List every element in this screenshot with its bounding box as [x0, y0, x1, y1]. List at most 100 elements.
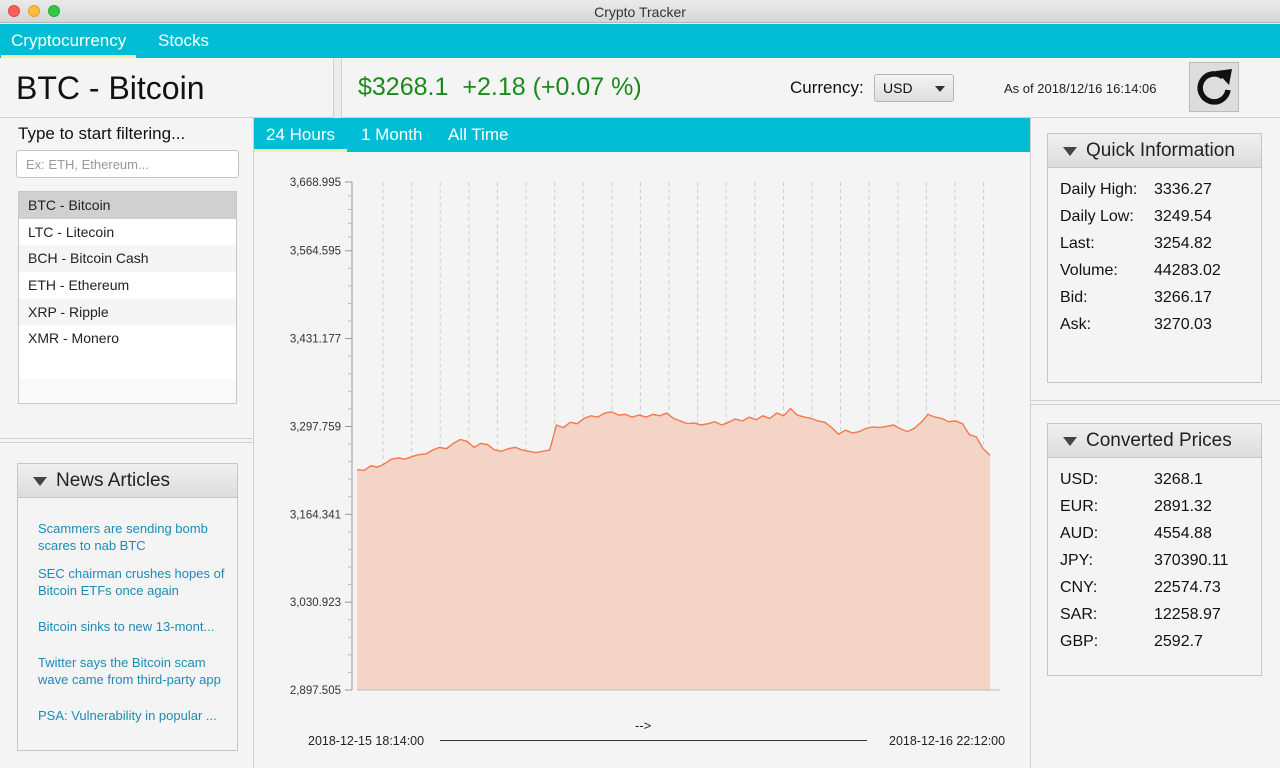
coin-list-item-xrp[interactable]: XRP - Ripple — [19, 298, 236, 326]
currency-select[interactable]: USD — [874, 74, 954, 102]
info-key: JPY: — [1060, 552, 1093, 569]
info-key: SAR: — [1060, 606, 1098, 623]
price-change: +2.18 (+0.07 %) — [462, 73, 642, 101]
left-pane: Type to start filtering... BTC - Bitcoin… — [0, 118, 254, 768]
top-tab-bar: Cryptocurrency Stocks — [0, 24, 1280, 58]
coin-list-item-eth[interactable]: ETH - Ethereum — [19, 272, 236, 299]
quick-info-title: Quick Information — [1086, 140, 1235, 161]
info-key: Ask: — [1060, 316, 1092, 333]
filter-input[interactable] — [16, 150, 239, 178]
right-pane: Quick Information Daily High: 3336.27 Dail… — [1030, 118, 1280, 768]
news-link[interactable]: Bitcoin sinks to new 13-mont... — [38, 619, 215, 634]
info-value: 2891.32 — [1154, 498, 1212, 515]
coin-list-item-xmr[interactable]: XMR - Monero — [19, 325, 236, 353]
tab-cryptocurrency[interactable]: Cryptocurrency — [1, 24, 137, 58]
info-row: Daily High: 3336.27 — [1060, 181, 1255, 203]
info-row: Daily Low: 3249.54 — [1060, 208, 1255, 230]
coin-list-item-ltc[interactable]: LTC - Litecoin — [19, 218, 236, 246]
y-tick-label: 3,668.995 — [290, 177, 341, 189]
tab-all-time[interactable]: All Time — [448, 125, 509, 144]
chart-pane: 24 Hours 1 Month All Time 3,668.995 3,564… — [254, 118, 1030, 768]
price-chart: 3,668.995 3,564.595 3,431.177 3,297.759 3,16… — [290, 177, 1000, 697]
price-header: $3268.1 +2.18 (+0.07 %) Currency: USD As … — [341, 58, 1280, 118]
coin-list-empty-row — [19, 352, 236, 379]
coin-list[interactable]: BTC - Bitcoin LTC - Litecoin BCH - Bitco… — [18, 191, 237, 404]
info-value: 12258.97 — [1154, 606, 1221, 623]
y-tick-label: 3,431.177 — [290, 334, 341, 346]
current-price: $3268.1 — [358, 73, 449, 101]
tab-1-month[interactable]: 1 Month — [361, 125, 423, 144]
price-line — [356, 407, 991, 472]
zoom-window-button[interactable] — [48, 5, 60, 17]
info-key: Daily Low: — [1060, 208, 1134, 225]
collapse-triangle-icon — [1063, 147, 1077, 156]
collapse-triangle-icon — [33, 477, 47, 486]
minimize-window-button[interactable] — [28, 5, 40, 17]
close-window-button[interactable] — [8, 5, 20, 17]
info-value: 3336.27 — [1154, 181, 1212, 198]
refresh-icon — [1197, 69, 1232, 105]
info-row: JPY: 370390.11 — [1060, 552, 1255, 574]
tab-stocks[interactable]: Stocks — [158, 31, 210, 50]
info-row: Last: 3254.82 — [1060, 235, 1255, 257]
info-key: Volume: — [1060, 262, 1118, 279]
coin-title: BTC - Bitcoin — [16, 70, 205, 106]
info-value: 3254.82 — [1154, 235, 1212, 252]
news-link[interactable]: PSA: Vulnerability in popular ... — [38, 708, 217, 723]
title-bar: Crypto Tracker — [0, 0, 1280, 23]
quick-info-header[interactable]: Quick Information — [1048, 134, 1261, 168]
currency-label: Currency: — [790, 78, 864, 97]
info-key: AUD: — [1060, 525, 1099, 542]
info-value: 4554.88 — [1154, 525, 1212, 542]
y-tick-label: 3,297.759 — [290, 421, 341, 433]
news-panel-title: News Articles — [56, 470, 171, 491]
info-row: Ask: 3270.03 — [1060, 316, 1255, 338]
news-panel-header[interactable]: News Articles — [18, 464, 237, 498]
x-axis-start-label: 2018-12-15 18:14:00 — [308, 734, 425, 748]
x-axis-line — [440, 740, 867, 741]
window-title: Crypto Tracker — [594, 4, 686, 20]
currency-value: USD — [883, 80, 913, 96]
info-row: USD: 3268.1 — [1060, 471, 1255, 493]
chevron-down-icon — [935, 86, 945, 92]
refresh-button[interactable] — [1189, 62, 1239, 112]
filter-label: Type to start filtering... — [18, 124, 186, 143]
info-value: 370390.11 — [1154, 552, 1229, 569]
info-value: 2592.7 — [1154, 633, 1203, 650]
converted-prices-header[interactable]: Converted Prices — [1048, 424, 1261, 458]
info-row: GBP: 2592.7 — [1060, 633, 1255, 655]
news-link[interactable]: Twitter says the Bitcoin scam wave came … — [38, 655, 221, 687]
news-link[interactable]: SEC chairman crushes hopes of Bitcoin ET… — [38, 566, 225, 598]
info-value: 3266.17 — [1154, 289, 1212, 306]
info-row: SAR: 12258.97 — [1060, 606, 1255, 628]
info-key: Bid: — [1060, 289, 1088, 306]
info-key: Last: — [1060, 235, 1095, 252]
info-key: CNY: — [1060, 579, 1098, 596]
info-value: 22574.73 — [1154, 579, 1221, 596]
x-axis-arrow: --> — [635, 718, 652, 733]
info-value: 3249.54 — [1154, 208, 1212, 225]
collapse-triangle-icon — [1063, 437, 1077, 446]
x-axis-end-label: 2018-12-16 22:12:00 — [889, 734, 1006, 748]
converted-prices-panel: Converted Prices USD: 3268.1 EUR: 2891.32 AU… — [1047, 423, 1262, 676]
coin-list-item-btc[interactable]: BTC - Bitcoin — [19, 192, 236, 219]
price-line: $3268.1 +2.18 (+0.07 %) — [358, 73, 642, 102]
info-value: 44283.02 — [1154, 262, 1221, 279]
area-fill — [357, 408, 990, 690]
info-key: Daily High: — [1060, 181, 1138, 198]
quick-info-panel: Quick Information Daily High: 3336.27 Dail… — [1047, 133, 1262, 383]
tab-24-hours[interactable]: 24 Hours — [254, 118, 347, 152]
range-tab-bar: 24 Hours 1 Month All Time — [254, 118, 1030, 152]
info-row: Volume: 44283.02 — [1060, 262, 1255, 284]
y-tick-label: 3,164.341 — [290, 509, 341, 521]
info-key: USD: — [1060, 471, 1099, 488]
coin-list-item-bch[interactable]: BCH - Bitcoin Cash — [19, 245, 236, 273]
split-divider[interactable] — [1031, 400, 1280, 405]
info-value: 3270.03 — [1154, 316, 1212, 333]
news-link[interactable]: Scammers are sending bomb scares to nab … — [38, 521, 208, 553]
info-value: 3268.1 — [1154, 471, 1203, 488]
info-key: GBP: — [1060, 633, 1099, 650]
converted-prices-title: Converted Prices — [1086, 430, 1232, 451]
info-key: EUR: — [1060, 498, 1099, 515]
split-divider[interactable] — [0, 438, 254, 443]
